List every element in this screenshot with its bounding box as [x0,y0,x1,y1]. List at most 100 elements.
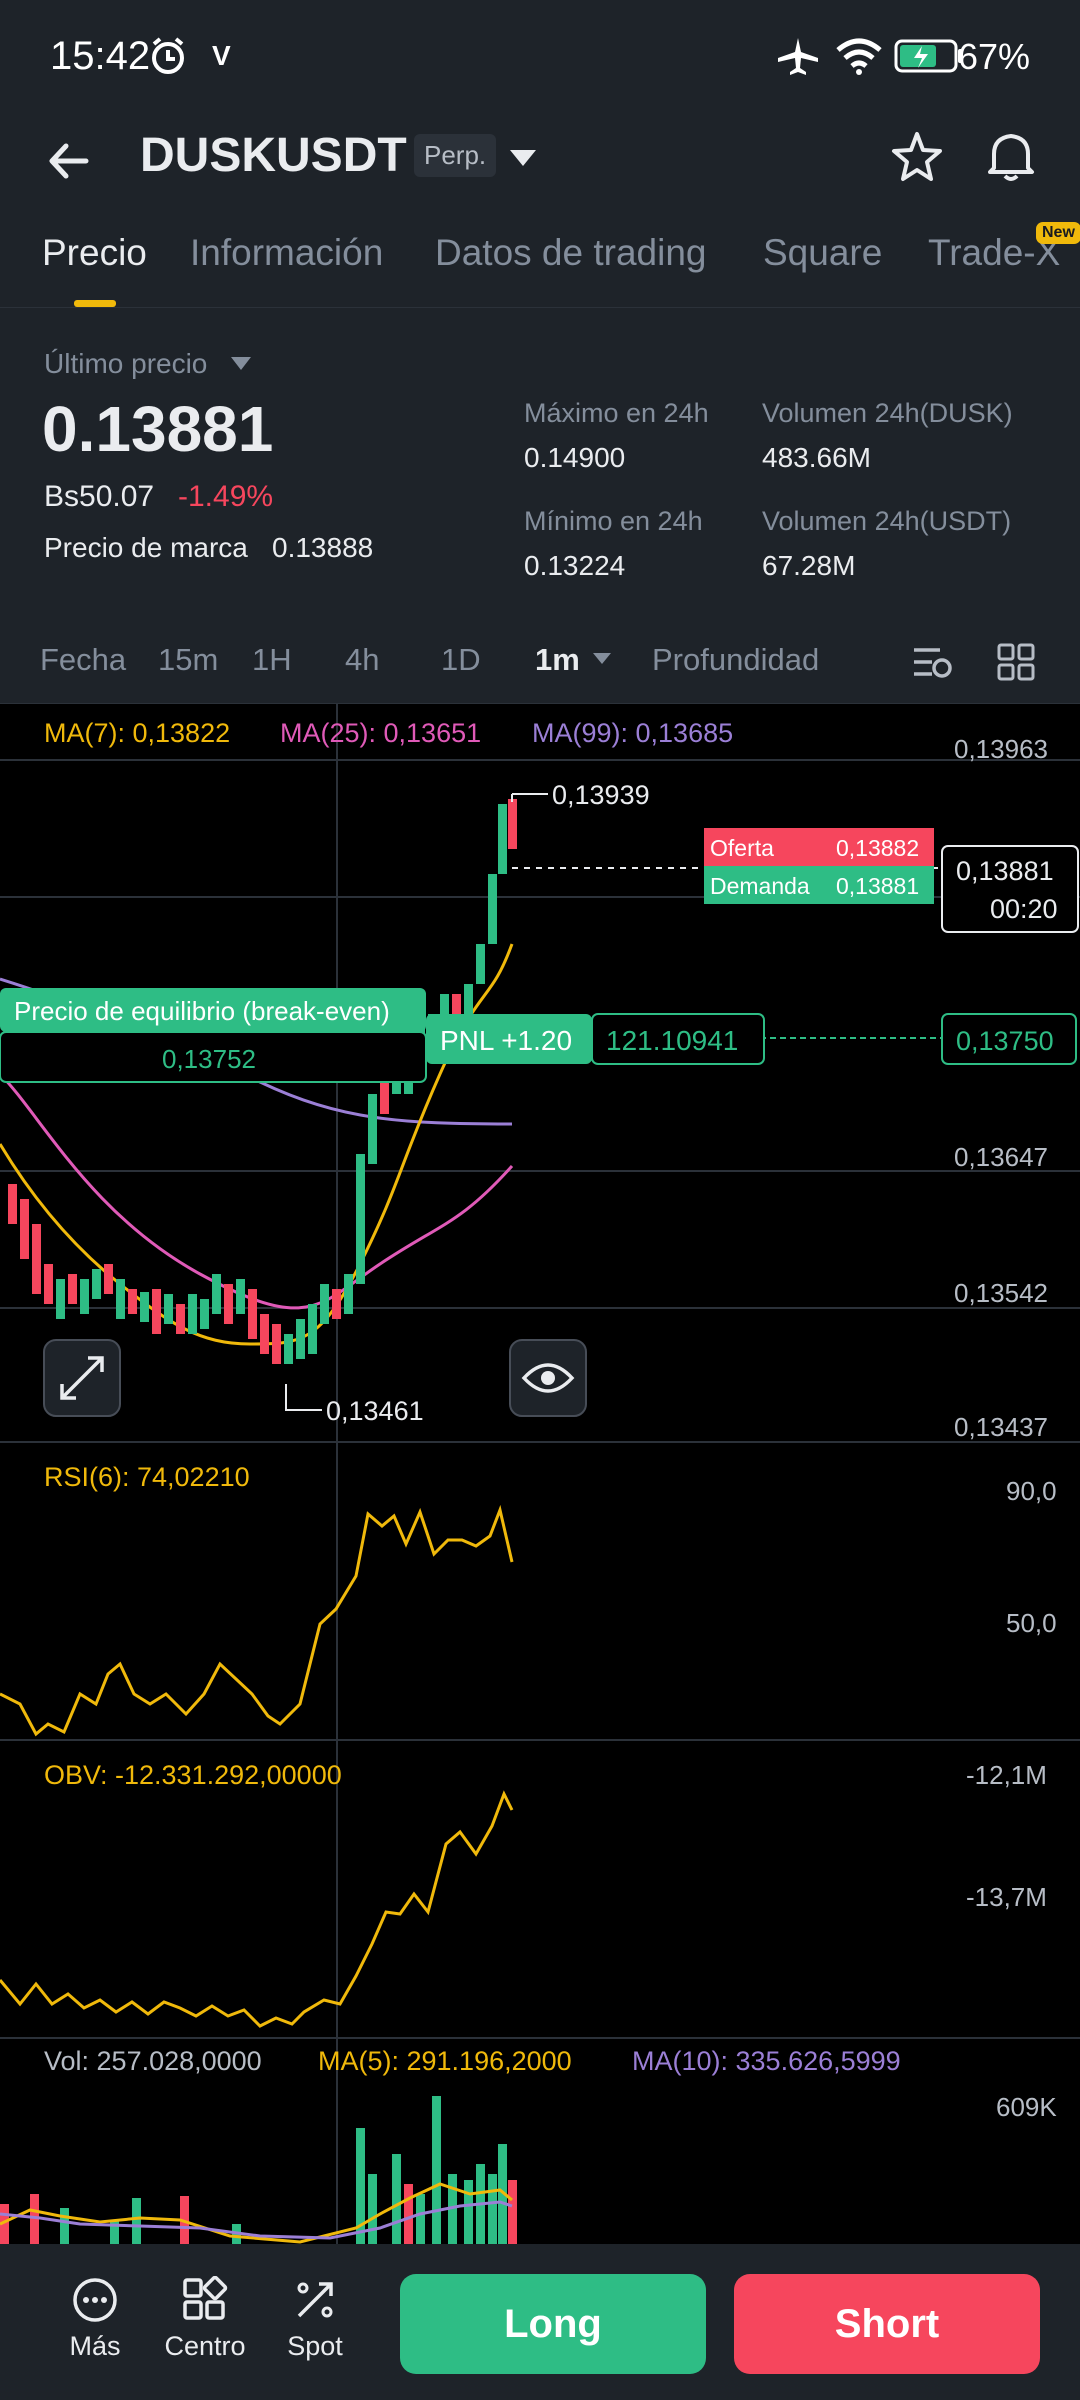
candle [498,804,507,874]
volume-bar [368,2174,377,2244]
timeframe-fecha[interactable]: Fecha [40,642,127,677]
bell-alert-icon[interactable] [984,128,1038,184]
bid-price: 0,13881 [836,873,919,899]
candle [8,1184,17,1224]
candle [464,984,473,1014]
price-change: -1.49% [178,480,274,513]
back-arrow-icon[interactable] [44,136,94,186]
spot-button[interactable]: Spot [270,2276,360,2362]
candle [508,799,517,849]
low-marker: 0,13461 [326,1396,424,1426]
candle [452,994,461,1019]
expand-icon [60,1356,104,1400]
caret-down-icon[interactable] [592,652,612,666]
vol-ma10-legend: MA(10): 335.626,5999 [632,2046,901,2076]
long-button[interactable]: Long [400,2274,706,2374]
pnl-box[interactable] [426,1014,592,1064]
candle [380,1074,389,1114]
price-axis-tick: 0,13647 [954,1142,1048,1172]
local-currency-price: Bs50.07 [44,480,155,513]
breakeven-title-box [0,988,426,1032]
candle [332,1289,341,1319]
ask-label: Oferta [710,835,774,861]
center-label: Centro [164,2331,246,2361]
tab-datos-de-trading[interactable]: Datos de trading [435,232,707,273]
volume-bar [0,2204,9,2244]
depth-tab[interactable]: Profundidad [652,642,820,677]
low-marker-line [285,1384,322,1411]
high-24h: 0.14900 [524,442,626,473]
timeframe-1h[interactable]: 1H [252,642,292,677]
star-favorite-icon[interactable] [890,130,944,184]
high-marker: 0,13939 [552,780,650,810]
volume-bar [356,2128,365,2244]
ma7-legend: MA(7): 0,13822 [44,718,230,748]
volume-bar [488,2174,497,2244]
ask-box [704,828,934,866]
volume-usdt-label: Volumen 24h(USDT) [762,506,1012,536]
candle [260,1314,269,1354]
candle [80,1279,89,1314]
candle [308,1304,317,1354]
status-time: 15:42 [50,34,151,78]
last-price-label[interactable]: Último precio [44,348,208,379]
breakeven-label: Precio de equilibrio (break-even) [14,996,390,1026]
indicator-settings-icon[interactable] [910,642,954,682]
chart-canvas[interactable]: 0,13939 0,13461 Oferta 0,13882 Demanda 0… [0,704,1080,2244]
candle [284,1334,293,1364]
wifi-icon [836,38,882,75]
vol-ma5-legend: MA(5): 291.196,2000 [318,2046,572,2076]
caret-down-icon[interactable] [230,356,252,372]
fullscreen-button[interactable] [43,1339,121,1417]
grid-layout-icon[interactable] [996,642,1036,682]
timeframe-15m[interactable]: 15m [158,642,219,677]
entry-price-tag [941,1013,1077,1065]
candle [224,1284,233,1324]
rsi-legend: RSI(6): 74,02210 [44,1462,250,1492]
eye-icon [521,1363,575,1393]
price-axis-tick: 0,13963 [954,734,1048,764]
spot-label: Spot [287,2331,343,2361]
volume-bars [0,2096,517,2244]
tab-precio[interactable]: Precio [42,232,147,273]
candle [488,874,497,944]
mark-price-label: Precio de marca [44,532,248,563]
timeframe-4h[interactable]: 4h [345,642,380,677]
candle [248,1289,257,1339]
obv-axis-tick: -12,1M [966,1760,1047,1790]
price-axis-tick: 0,13542 [954,1278,1048,1308]
visibility-toggle-button[interactable] [509,1339,587,1417]
candle-countdown: 00:20 [990,894,1058,924]
short-button[interactable]: Short [734,2274,1040,2374]
candle [104,1264,113,1294]
more-button[interactable]: Más [50,2276,140,2362]
candle [56,1279,65,1319]
contract-type-badge: Perp. [414,134,497,177]
symbol-dropdown-icon[interactable] [508,144,538,174]
mark-price: 0.13888 [272,532,374,563]
price-chart[interactable]: 0,13939 0,13461 Oferta 0,13882 Demanda 0… [0,704,1080,2244]
candle [212,1274,221,1314]
candle [140,1292,149,1322]
current-price-tag [941,845,1079,933]
vol-axis-tick: 609K [996,2092,1057,2122]
gridlines [0,704,1080,2244]
volume-bar [432,2096,441,2244]
symbol-title[interactable]: DUSKUSDT [140,129,407,182]
candle [176,1304,185,1334]
entry-price: 0,13750 [956,1026,1054,1056]
timeframe-selected[interactable]: 1m [535,642,580,677]
volume-bar [30,2194,39,2244]
battery-icon [894,39,963,73]
ma25-line [0,1072,514,1310]
position-size: 121.10941 [606,1025,738,1056]
tab-informacion[interactable]: Información [190,232,384,273]
candle [236,1279,245,1314]
volume-bar [392,2154,401,2244]
vol-ma10-line [0,2200,513,2240]
rsi-axis-tick: 90,0 [1006,1476,1057,1506]
tab-square[interactable]: Square [763,232,883,273]
timeframe-1d[interactable]: 1D [441,642,481,677]
center-button[interactable]: Centro [160,2275,250,2362]
ma25-legend: MA(25): 0,13651 [280,718,481,748]
